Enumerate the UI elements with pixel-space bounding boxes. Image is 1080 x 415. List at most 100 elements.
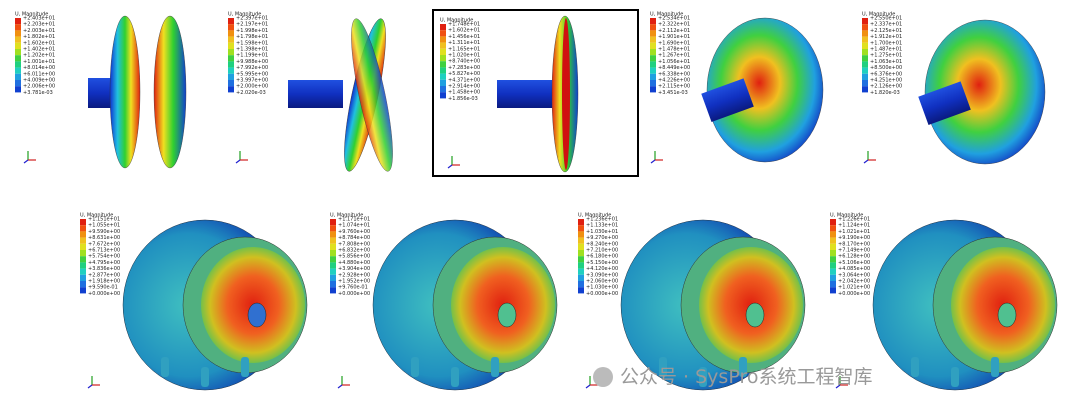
legend-swatch (862, 18, 868, 25)
legend-value: +2.322e+01 (658, 22, 690, 28)
legend-value: +8.631e+00 (88, 235, 120, 241)
bolt (951, 367, 959, 387)
legend-swatch (862, 24, 868, 31)
legend-value: +4.251e+00 (870, 78, 902, 84)
legend-value: +3.904e+00 (338, 266, 370, 272)
legend-swatch (440, 36, 446, 43)
legend-swatch (15, 61, 21, 68)
legend-title: U, Magnitude (15, 12, 48, 18)
bolt (451, 367, 459, 387)
disk-core (562, 18, 570, 170)
legend-swatch (80, 274, 86, 281)
legend-swatch (440, 55, 446, 62)
legend-value: +5.856e+00 (338, 254, 370, 260)
legend-value: +7.808e+00 (338, 241, 370, 247)
legend-value: +7.283e+00 (448, 65, 480, 71)
legend-swatch (228, 80, 234, 87)
legend-value: +1.030e+00 (586, 285, 618, 291)
legend-swatch (80, 243, 86, 250)
legend-swatch (330, 225, 336, 232)
legend-value: +1.598e+01 (236, 40, 268, 46)
legend-value: +1.820e-03 (870, 90, 900, 96)
legend-value: +1.402e+01 (23, 47, 55, 53)
legend-swatch (830, 225, 836, 232)
legend-swatch (15, 42, 21, 49)
legend-value: +9.590e-01 (88, 285, 118, 291)
legend-swatch (830, 219, 836, 226)
legend-value: +8.170e+00 (838, 241, 870, 247)
fe-results: U, Magnitude+2.403e+01+2.203e+01+2.003e+… (15, 12, 1058, 391)
legend-value: +2.403e+01 (23, 16, 55, 22)
legend-swatch (330, 256, 336, 263)
legend-swatch (228, 24, 234, 31)
legend-swatch (15, 49, 21, 56)
legend-swatch (330, 237, 336, 244)
legend-value: +2.020e-03 (236, 90, 266, 96)
legend-swatch (15, 24, 21, 31)
legend-value: +9.988e+00 (236, 59, 268, 65)
legend-swatch (830, 268, 836, 275)
legend-value: +5.106e+00 (838, 260, 870, 266)
hole (247, 302, 267, 328)
legend-swatch (440, 92, 446, 99)
bolt (911, 357, 919, 377)
legend-value: +2.534e+01 (658, 16, 690, 22)
legend-value: +1.202e+01 (23, 53, 55, 59)
legend-swatch (228, 61, 234, 68)
legend-value: +1.226e+01 (838, 217, 870, 223)
legend-value: +2.197e+01 (236, 22, 268, 28)
legend-swatch (578, 219, 584, 226)
axis-triad (863, 159, 869, 164)
legend-value: +5.150e+00 (586, 260, 618, 266)
bolt (161, 357, 169, 377)
legend-swatch (80, 219, 86, 226)
legend-swatch (830, 250, 836, 257)
legend-value: +1.748e+01 (448, 22, 480, 28)
legend-swatch (862, 80, 868, 87)
legend-value: +1.133e+01 (586, 223, 618, 229)
legend-value: +6.713e+00 (88, 248, 120, 254)
legend-value: +7.992e+00 (236, 65, 268, 71)
legend-value: +6.832e+00 (338, 248, 370, 254)
legend-value: +2.125e+01 (870, 28, 902, 34)
legend-value: +1.901e+01 (658, 34, 690, 40)
legend-value: +1.798e+01 (236, 34, 268, 40)
legend-value: +2.550e+01 (870, 16, 902, 22)
legend-swatch (578, 231, 584, 238)
legend-swatch (830, 262, 836, 269)
legend-value: +8.500e+00 (870, 65, 902, 71)
legend-value: +2.115e+00 (658, 84, 690, 90)
legend-swatch (862, 30, 868, 37)
legend-title: U, Magnitude (578, 213, 611, 219)
legend-swatch (440, 79, 446, 86)
legend-value: +1.458e+00 (448, 90, 480, 96)
bolt (659, 357, 667, 377)
legend-swatch (15, 67, 21, 74)
legend-value: +6.376e+00 (870, 71, 902, 77)
legend-swatch (330, 243, 336, 250)
legend-swatch (15, 73, 21, 80)
legend-value: +0.000e+00 (838, 291, 870, 297)
legend-title: U, Magnitude (228, 12, 261, 18)
legend-value: +5.754e+00 (88, 254, 120, 260)
legend-value: +9.270e+00 (586, 235, 618, 241)
legend-value: +7.149e+00 (838, 248, 870, 254)
bolt (241, 357, 249, 377)
legend-swatch (650, 42, 656, 49)
legend-swatch (578, 243, 584, 250)
legend-swatch (650, 49, 656, 56)
legend-value: +2.060e+00 (586, 279, 618, 285)
legend-swatch (440, 67, 446, 74)
legend-swatch (578, 268, 584, 275)
legend-value: +1.918e+00 (88, 279, 120, 285)
legend-swatch (228, 67, 234, 74)
legend-value: +3.836e+00 (88, 266, 120, 272)
legend-swatch (440, 30, 446, 37)
shaft (918, 81, 971, 125)
hole (497, 302, 517, 328)
disk (706, 17, 824, 163)
legend-swatch (830, 237, 836, 244)
legend-title: U, Magnitude (862, 12, 895, 18)
legend-swatch (650, 55, 656, 62)
legend-swatch (578, 281, 584, 288)
